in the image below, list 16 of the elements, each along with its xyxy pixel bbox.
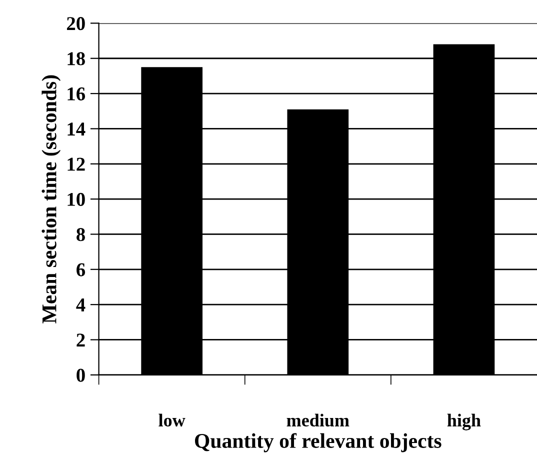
y-tick-label: 20: [66, 17, 85, 30]
y-tick-label: 14: [68, 122, 86, 136]
y-tick-label: 4: [76, 298, 86, 312]
y-tick-label: 8: [76, 228, 85, 242]
y-axis-title: Mean section time (seconds): [42, 75, 61, 324]
y-tick-label: 6: [76, 263, 86, 276]
x-tick-label: high: [447, 414, 481, 430]
y-tick-label: 12: [68, 158, 85, 171]
y-tick-label: 0: [76, 368, 85, 382]
x-tick-label: medium: [286, 414, 350, 427]
y-tick-label: 16: [68, 87, 86, 100]
y-tick-label: 2: [76, 334, 85, 346]
y-tick-label: 18: [68, 52, 85, 66]
x-axis-title: Quantity of relevant objects: [194, 433, 442, 452]
x-tick-label: low: [158, 414, 186, 427]
y-tick-label: 10: [68, 192, 85, 206]
